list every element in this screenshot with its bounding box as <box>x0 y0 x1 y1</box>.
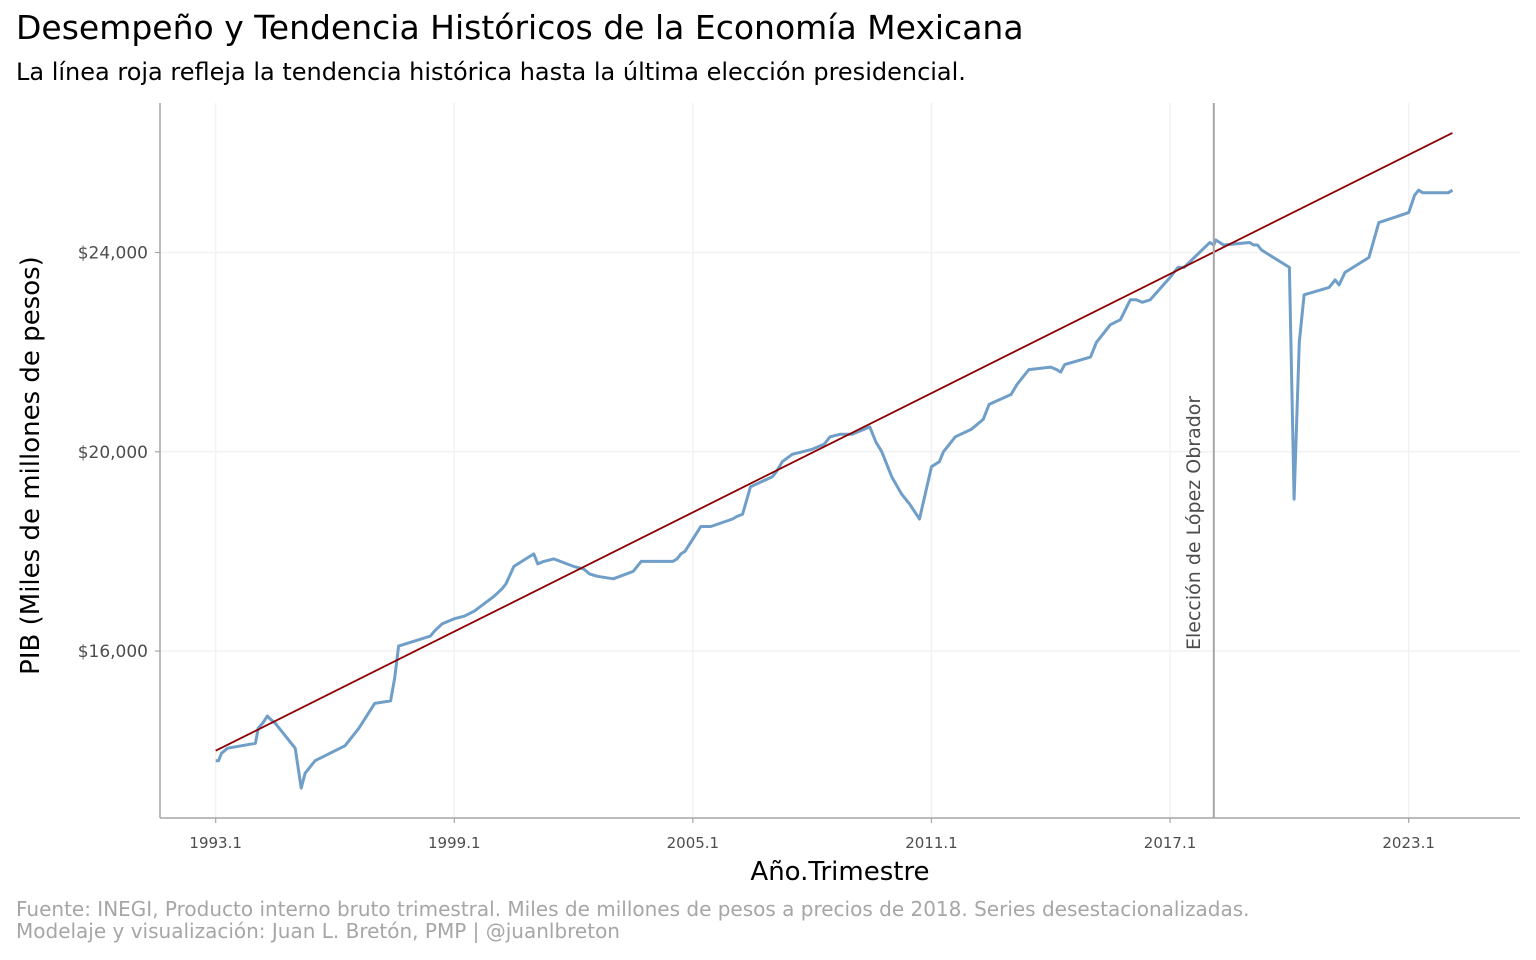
chart-subtitle: La línea roja refleja la tendencia histó… <box>16 58 966 86</box>
x-tick-label: 2011.1 <box>905 834 958 852</box>
chart-caption: Fuente: INEGI, Producto interno bruto tr… <box>16 898 1250 942</box>
x-tick-label: 1999.1 <box>428 834 481 852</box>
trend-line <box>215 132 1453 752</box>
x-tick-label: 2017.1 <box>1144 834 1197 852</box>
x-tick-label: 1993.1 <box>189 834 242 852</box>
caption-source: Fuente: INEGI, Producto interno bruto tr… <box>16 897 1250 921</box>
y-tick-label: $24,000 <box>78 243 148 263</box>
chart-title: Desempeño y Tendencia Históricos de la E… <box>16 8 1024 47</box>
y-tick-label: $16,000 <box>78 642 148 662</box>
y-axis-title: PIB (Miles de millones de pesos) <box>16 256 46 675</box>
x-tick-label: 2023.1 <box>1382 834 1435 852</box>
x-axis-title: Año.Trimestre <box>750 857 929 887</box>
pib-series-line <box>215 188 1454 790</box>
election-label: Elección de López Obrador <box>1183 396 1205 650</box>
x-tick-label: 2005.1 <box>667 834 720 852</box>
caption-credit: Modelaje y visualización: Juan L. Bretón… <box>16 919 620 943</box>
y-tick-label: $20,000 <box>78 443 148 463</box>
